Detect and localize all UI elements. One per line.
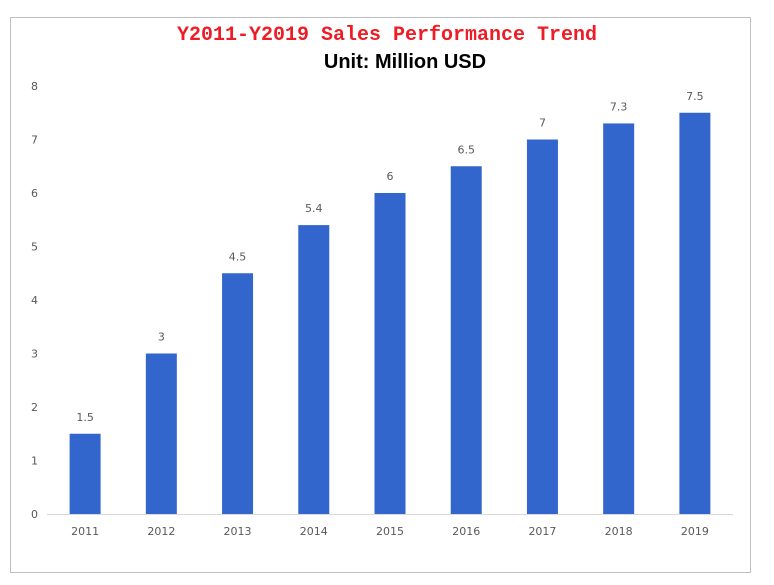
x-tick-label: 2013	[224, 525, 252, 538]
bar-value-label: 7.3	[610, 100, 628, 113]
bar-value-label: 4.5	[229, 250, 247, 263]
y-tick-label: 1	[31, 455, 38, 468]
y-tick-label: 5	[31, 241, 38, 254]
bar-value-labels: 1.5 3 4.5 5.4 6 6.5 7 7.3 7.5	[76, 90, 703, 424]
bar-2016	[450, 166, 482, 514]
x-tick-label: 2012	[147, 525, 175, 538]
bar-2015	[374, 193, 406, 514]
bar-2013	[222, 273, 254, 514]
y-tick-label: 3	[31, 348, 38, 361]
x-tick-label: 2018	[605, 525, 633, 538]
y-tick-label: 7	[31, 134, 38, 147]
y-tick-label: 6	[31, 187, 38, 200]
x-tick-label: 2019	[681, 525, 709, 538]
x-axis: 2011 2012 2013 2014 2015 2016 2017 2018 2019	[47, 514, 733, 538]
bar-value-label: 7.5	[686, 90, 704, 103]
y-axis: 0 1 2 3 4 5 6 7 8	[31, 80, 38, 521]
bar-2014	[298, 225, 330, 514]
bar-value-label: 6.5	[457, 143, 475, 156]
bar-2017	[526, 139, 558, 514]
y-tick-label: 0	[31, 508, 38, 521]
y-tick-label: 8	[31, 80, 38, 93]
y-tick-label: 4	[31, 294, 38, 307]
chart-title: Y2011-Y2019 Sales Performance Trend	[176, 24, 598, 47]
bar-2012	[145, 353, 177, 514]
bar-value-label: 6	[387, 170, 394, 183]
x-tick-label: 2014	[300, 525, 328, 538]
bar-value-label: 7	[539, 117, 546, 130]
bar-value-label: 5.4	[305, 202, 323, 215]
x-tick-label: 2017	[528, 525, 556, 538]
bar-2019	[679, 112, 711, 514]
bar-value-label: 3	[158, 331, 165, 344]
bar-2011	[69, 433, 101, 514]
chart-subtitle: Unit: Million USD	[323, 51, 487, 73]
y-tick-label: 2	[31, 401, 38, 414]
x-tick-label: 2011	[71, 525, 99, 538]
x-tick-label: 2016	[452, 525, 480, 538]
bar-2018	[603, 123, 635, 514]
bar-series	[69, 112, 711, 514]
x-tick-label: 2015	[376, 525, 404, 538]
bar-value-label: 1.5	[76, 411, 94, 424]
